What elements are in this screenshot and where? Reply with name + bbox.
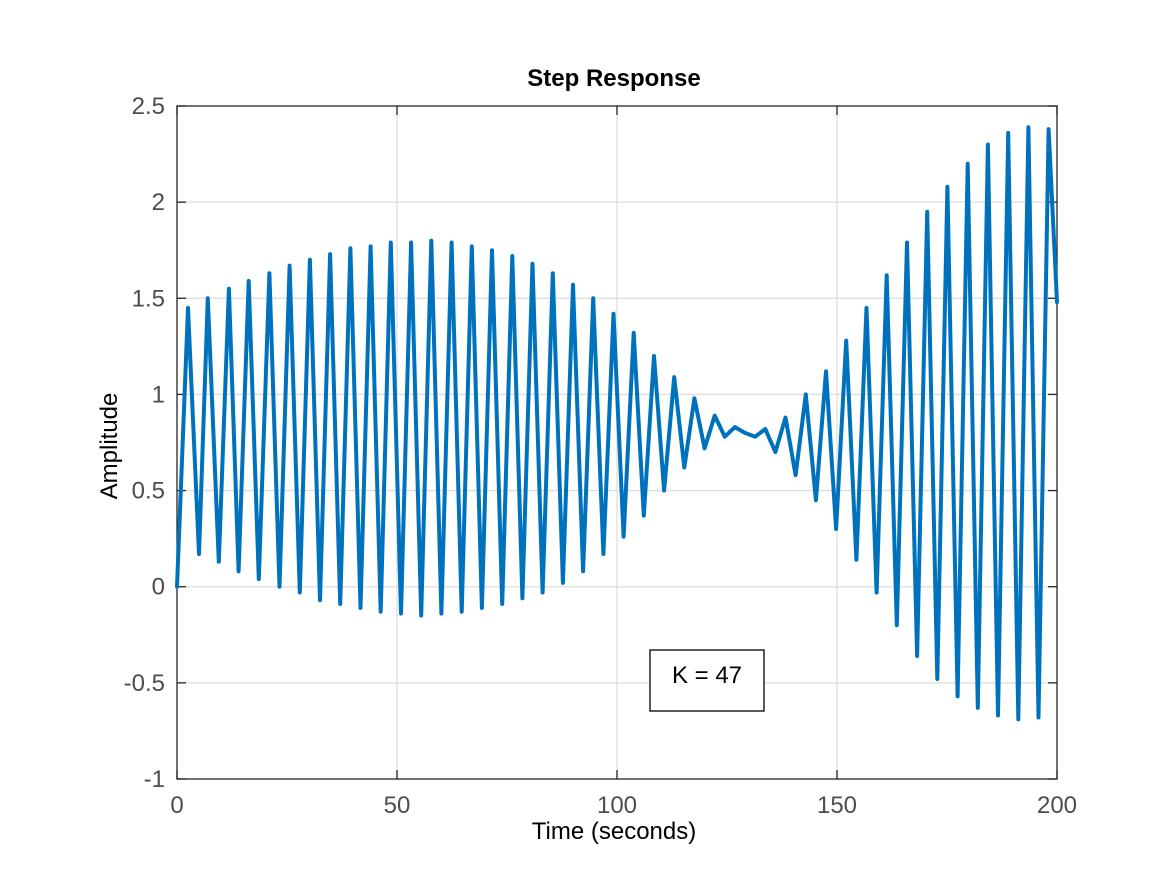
annotation-box: K = 47 [649,649,765,712]
annotation-frame [649,649,765,712]
x-tick-label: 200 [1037,792,1077,819]
annotation-text: K = 47 [672,662,742,689]
y-axis-label: Amplitude [96,393,123,500]
axis-ticks [176,105,1058,780]
y-tick-label: -1 [144,766,165,793]
y-tick-label: 2 [152,189,165,216]
tick-labels: 0 50 100 150 200 -1 -0.5 0 0.5 1 1.5 2 2.5 [124,93,1077,819]
x-tick-label: 150 [817,792,857,819]
y-tick-label: 0 [152,574,165,601]
x-tick-label: 100 [597,792,637,819]
chart-title: Step Response [527,65,700,92]
y-tick-label: 1.5 [132,285,165,312]
y-tick-label: 2.5 [132,93,165,120]
step-response-line [175,125,1059,722]
x-tick-label: 50 [384,792,411,819]
y-tick-label: 1 [152,381,165,408]
x-axis-label: Time (seconds) [532,818,696,845]
x-tick-label: 0 [170,792,183,819]
y-tick-label: -0.5 [124,670,165,697]
y-tick-label: 0.5 [132,478,165,505]
